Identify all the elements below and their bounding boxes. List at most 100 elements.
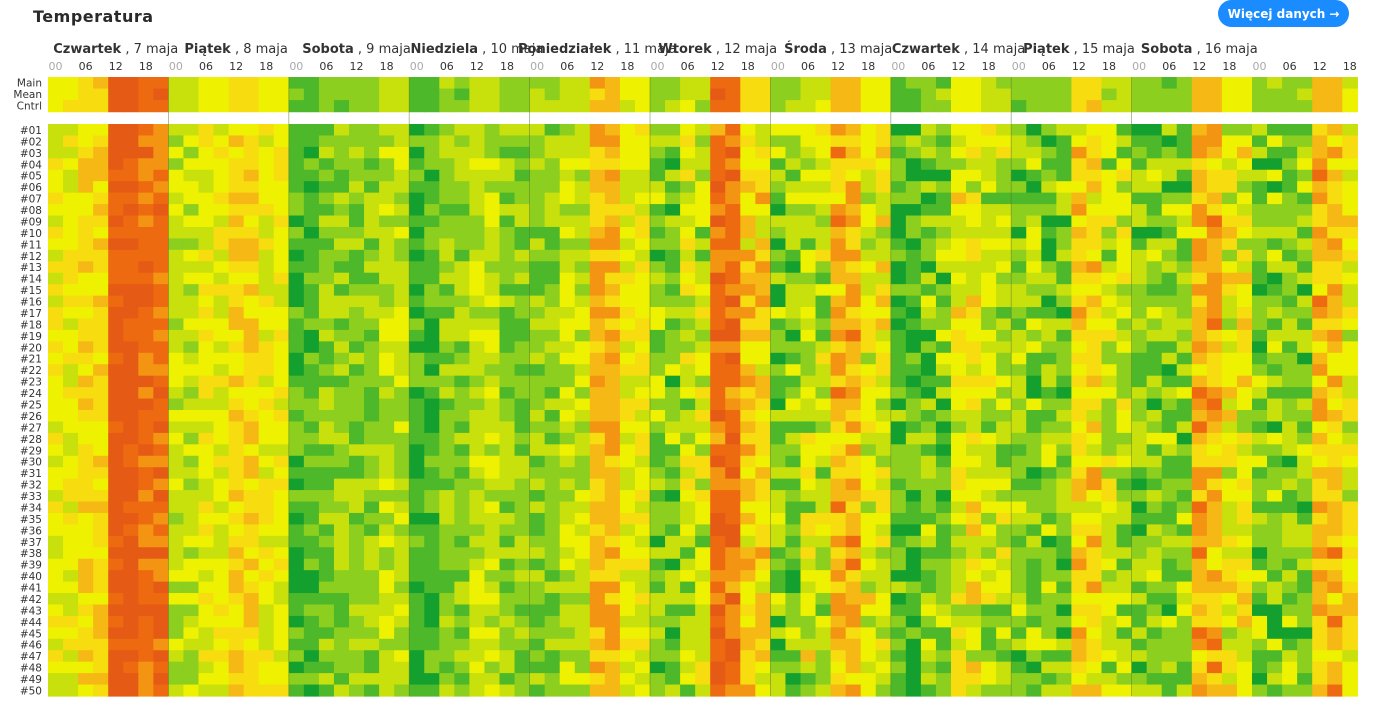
heatmap-cell	[680, 272, 696, 285]
heatmap-cell	[665, 615, 681, 628]
heatmap-cell	[1221, 570, 1238, 583]
heatmap-cell	[318, 77, 335, 90]
heatmap-cell	[544, 684, 561, 697]
heatmap-cell	[1176, 661, 1193, 674]
heatmap-cell	[1221, 638, 1238, 651]
heatmap-cell	[108, 204, 124, 217]
heatmap-cell	[770, 88, 787, 101]
heatmap-cell	[138, 512, 154, 525]
heatmap-cell	[499, 261, 516, 274]
heatmap-cell	[138, 261, 154, 274]
heatmap-cell	[1086, 524, 1103, 537]
heatmap-cell	[1252, 398, 1268, 411]
heatmap-cell	[424, 307, 440, 320]
heatmap-cell	[890, 524, 907, 537]
heatmap-cell	[604, 204, 621, 217]
hour-tick-label: 18	[1102, 60, 1116, 73]
heatmap-cell	[198, 410, 215, 423]
heatmap-cell	[318, 501, 335, 514]
heatmap-cell	[198, 604, 215, 617]
more-data-button[interactable]: Więcej danych →	[1218, 0, 1349, 27]
heatmap-cell	[198, 524, 215, 537]
heatmap-cell	[1116, 444, 1133, 457]
heatmap-cell	[1327, 661, 1343, 674]
heatmap-cell	[1056, 146, 1072, 159]
heatmap-cell	[619, 661, 636, 674]
heatmap-cell	[93, 158, 109, 171]
heatmap-cell	[514, 77, 531, 90]
hour-tick-label: 12	[350, 60, 364, 73]
heatmap-cell	[288, 226, 305, 239]
heatmap-cell	[213, 535, 230, 548]
heatmap-cell	[379, 398, 395, 411]
heatmap-cell	[424, 215, 440, 228]
heatmap-cell	[499, 444, 516, 457]
heatmap-cell	[1131, 593, 1148, 606]
heatmap-cell	[905, 387, 922, 400]
heatmap-cell	[634, 604, 651, 617]
heatmap-cell	[830, 124, 847, 137]
heatmap-cell	[303, 684, 320, 697]
heatmap-cell	[665, 593, 681, 606]
heatmap-cell	[1191, 375, 1208, 388]
heatmap-cell	[394, 375, 410, 388]
heatmap-cell	[800, 421, 817, 434]
heatmap-cell	[860, 77, 877, 90]
heatmap-cell	[830, 490, 847, 503]
heatmap-cell	[1011, 192, 1027, 205]
heatmap-cell	[394, 261, 410, 274]
heatmap-cell	[1116, 558, 1133, 571]
heatmap-cell	[1041, 501, 1057, 514]
heatmap-cell	[890, 467, 907, 480]
heatmap-cell	[153, 204, 169, 217]
heatmap-cell	[830, 410, 847, 423]
heatmap-cell	[499, 146, 516, 159]
heatmap-cell	[634, 661, 651, 674]
heatmap-cell	[303, 547, 320, 560]
heatmap-cell	[409, 432, 425, 445]
heatmap-cell	[935, 284, 952, 297]
heatmap-cell	[333, 581, 350, 594]
heatmap-cell	[424, 352, 440, 365]
heatmap-cell	[198, 455, 215, 468]
heatmap-cell	[875, 501, 892, 514]
member-row-label: #46	[20, 640, 42, 652]
heatmap-cell	[364, 421, 380, 434]
heatmap-cell	[996, 673, 1012, 686]
heatmap-cell	[138, 604, 154, 617]
heatmap-cell	[951, 467, 967, 480]
heatmap-cell	[1252, 192, 1268, 205]
heatmap-cell	[484, 673, 501, 686]
member-row-label: #33	[20, 491, 42, 503]
heatmap-cell	[424, 444, 440, 457]
heatmap-cell	[559, 410, 576, 423]
heatmap-cell	[529, 490, 546, 503]
heatmap-cell	[1116, 135, 1133, 148]
heatmap-cell	[650, 421, 666, 434]
heatmap-cell	[1071, 375, 1088, 388]
heatmap-cell	[333, 295, 350, 308]
heatmap-cell	[830, 570, 847, 583]
heatmap-cell	[499, 410, 516, 423]
heatmap-cell	[725, 100, 741, 113]
heatmap-cell	[695, 661, 711, 674]
heatmap-cell	[785, 100, 802, 113]
heatmap-cell	[951, 558, 967, 571]
heatmap-cell	[830, 352, 847, 365]
heatmap-cell	[800, 238, 817, 251]
heatmap-cell	[845, 547, 862, 560]
hour-tick-label: 12	[711, 60, 725, 73]
heatmap-cell	[1282, 135, 1298, 148]
heatmap-cell	[1221, 329, 1238, 342]
heatmap-cell	[725, 192, 741, 205]
heatmap-cell	[619, 181, 636, 194]
heatmap-cell	[258, 581, 275, 594]
heatmap-cell	[409, 158, 425, 171]
heatmap-cell	[665, 387, 681, 400]
heatmap-cell	[108, 249, 124, 262]
heatmap-cell	[349, 318, 365, 331]
heatmap-cell	[1041, 410, 1057, 423]
heatmap-cell	[815, 272, 832, 285]
heatmap-cell	[454, 387, 470, 400]
heatmap-cell	[860, 524, 877, 537]
